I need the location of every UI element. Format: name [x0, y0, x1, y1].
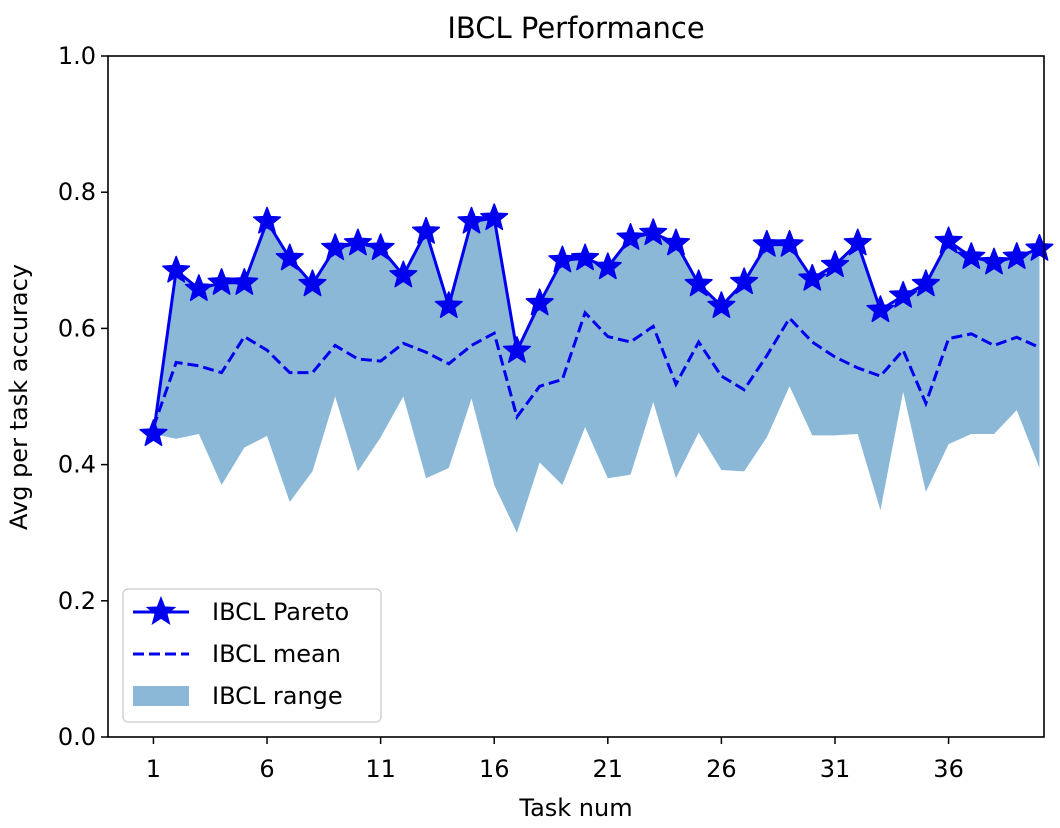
legend-swatch-range	[133, 686, 189, 706]
pareto-point	[775, 229, 804, 257]
x-tick-label: 21	[593, 755, 624, 783]
pareto-point	[457, 206, 486, 234]
pareto-point	[275, 243, 304, 271]
pareto-point	[798, 263, 827, 291]
plot-area	[139, 203, 1054, 533]
pareto-point	[480, 203, 509, 231]
y-tick-label: 1.0	[58, 42, 96, 70]
x-tick-label: 1	[146, 755, 161, 783]
pareto-point	[730, 267, 759, 295]
pareto-point	[502, 336, 531, 363]
y-tick-label: 0.6	[58, 314, 96, 342]
legend: IBCL Pareto IBCL mean IBCL range	[122, 588, 382, 723]
legend-star-marker	[145, 595, 177, 626]
x-tick-label: 36	[933, 755, 964, 783]
pareto-point	[889, 280, 918, 308]
chart-title: IBCL Performance	[447, 11, 704, 45]
pareto-point	[1025, 233, 1054, 261]
y-tick-label: 0.8	[58, 178, 96, 206]
y-tick-label: 0.4	[58, 451, 96, 479]
pareto-point	[957, 242, 986, 269]
pareto-point	[366, 233, 395, 261]
pareto-point	[593, 252, 622, 280]
pareto-point	[979, 247, 1009, 275]
x-tick-label: 6	[259, 755, 274, 783]
pareto-point	[321, 233, 350, 261]
pareto-point	[934, 226, 963, 254]
y-axis: 0.0 0.2 0.4 0.6 0.8 1.0	[58, 42, 108, 751]
range-area	[153, 218, 1040, 533]
pareto-point	[684, 269, 713, 297]
pareto-point	[343, 228, 372, 256]
pareto-point	[139, 419, 168, 447]
x-tick-label: 11	[365, 755, 396, 783]
pareto-point	[434, 291, 463, 318]
y-axis-title: Avg per task accuracy	[5, 264, 33, 530]
x-tick-label: 26	[706, 755, 737, 783]
mean-series-line	[152, 309, 1041, 428]
y-tick-label: 0.0	[58, 723, 96, 751]
plot-frame	[107, 55, 1045, 738]
pareto-point	[820, 250, 850, 278]
pareto-point	[389, 260, 418, 288]
pareto-point	[639, 218, 668, 246]
pareto-point	[252, 206, 282, 234]
pareto-point	[866, 295, 895, 323]
pareto-point	[1002, 242, 1031, 269]
pareto-point	[911, 269, 940, 297]
legend-label-range: IBCL range	[212, 682, 343, 710]
pareto-point	[230, 268, 259, 295]
pareto-point	[298, 269, 327, 297]
pareto-point	[661, 228, 691, 256]
pareto-point	[707, 291, 736, 318]
legend-label-mean: IBCL mean	[212, 640, 341, 668]
pareto-point	[184, 274, 213, 301]
pareto-point	[843, 228, 872, 256]
legend-label-pareto: IBCL Pareto	[212, 598, 349, 626]
x-tick-label: 16	[479, 755, 510, 783]
pareto-point	[548, 245, 577, 273]
pareto-point	[162, 255, 191, 283]
y-tick-label: 0.2	[58, 587, 96, 615]
x-tick-label: 31	[820, 755, 851, 783]
pareto-point	[571, 243, 600, 271]
x-axis-title: Task num	[518, 794, 632, 822]
pareto-point	[411, 216, 441, 244]
pareto-point	[616, 223, 645, 250]
x-axis: 1 6 11 16 21 26 31 36	[146, 737, 964, 783]
pareto-point	[525, 288, 554, 316]
